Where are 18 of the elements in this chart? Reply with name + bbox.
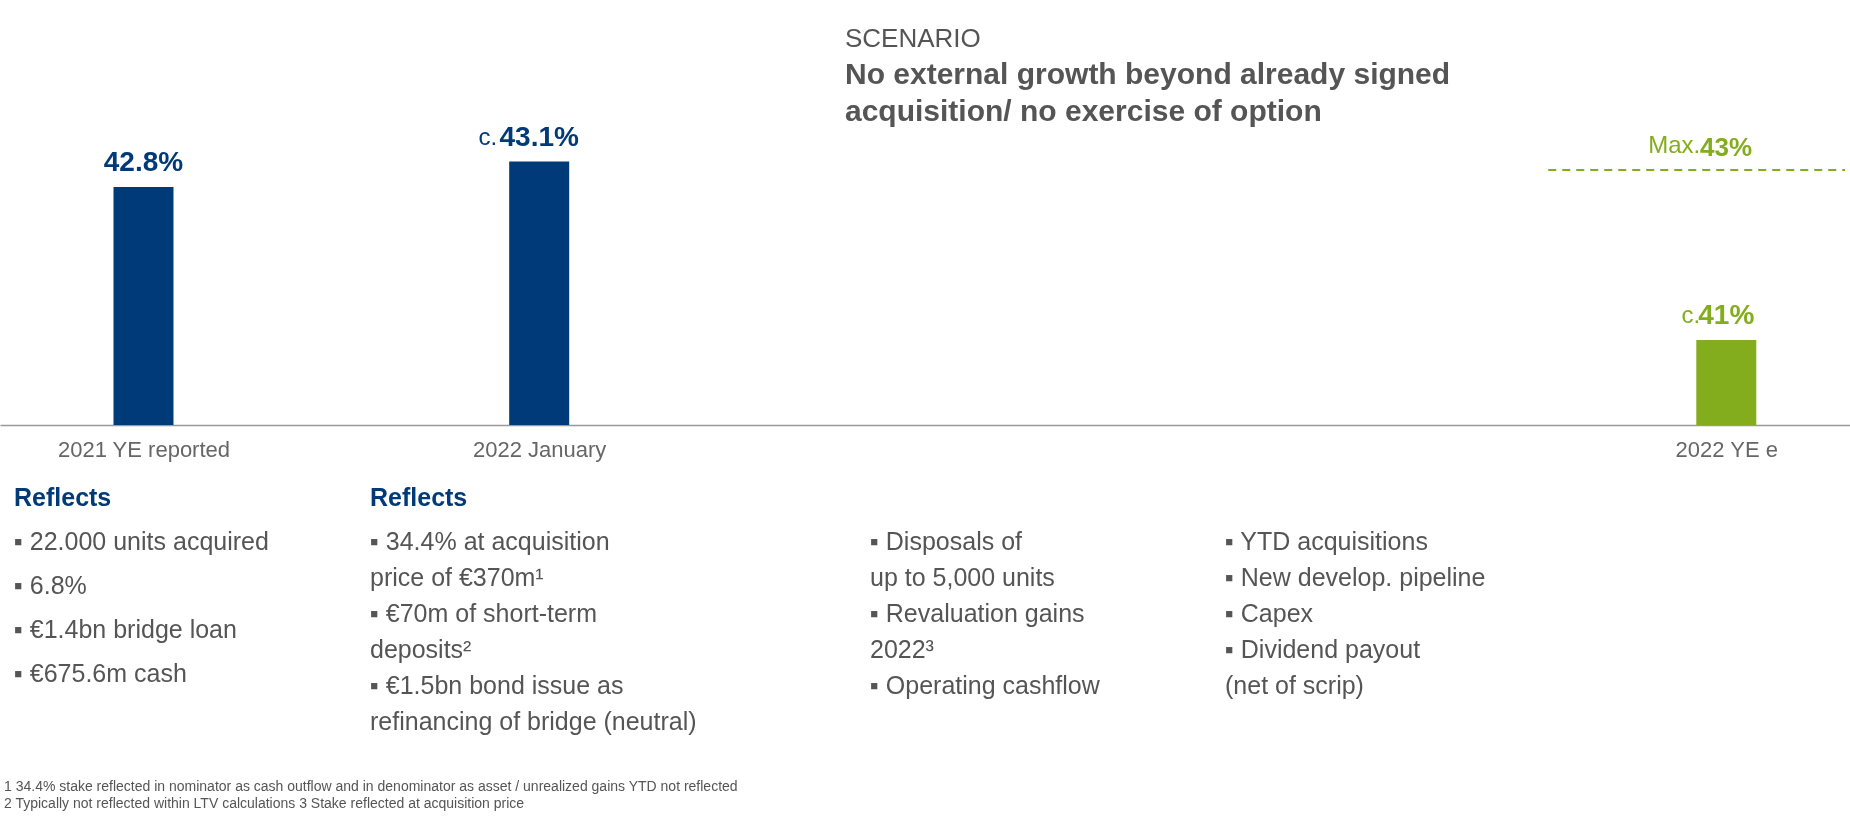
annotation: SCENARIO <box>845 23 981 53</box>
text: ▪ 22.000 units acquired ▪ 6.8% ▪ €1.4bn bridge loan ▪ €675.6m cash <box>14 527 269 687</box>
text: ▪ YTD acquisitions ▪ New develop. pipeline ▪ Capex ▪ Dividend payout (net of scrip) <box>1225 527 1486 699</box>
x-tick-label: 2021 YE reported <box>57 436 231 462</box>
text: ▪ Disposals of up to 5,000 units ▪ Revaluation gains 2022³ ▪ Operating cashflow <box>870 527 1101 699</box>
annotation: c. <box>478 122 498 150</box>
text: Reflects <box>14 483 112 511</box>
annotation: No external growth beyond already signed acquisition/ no exercise of option <box>845 57 1451 127</box>
text: Reflects <box>370 483 468 511</box>
data-label: 43.1% <box>499 120 579 152</box>
annotation: Max. <box>1648 131 1701 158</box>
text: ▪ 34.4% at acquisition price of €370m¹ ▪ €70m of short-term deposits² ▪ €1.5bn bond issue as refinancing of bridge (neutral) <box>370 527 697 735</box>
x-tick-label: 2022 YE e <box>1675 436 1778 462</box>
text: 2 Typically not reflected within LTV calculations 3 Stake reflected at acquisition price <box>4 795 525 811</box>
ref-line-label: 43% <box>1700 132 1753 162</box>
data-label: 42.8% <box>103 146 184 177</box>
text: 1 34.4% stake reflected in nominator as cash outflow and in denominator as asset / unrealized gains YTD not reflected <box>4 778 738 794</box>
x-tick-label: 2022 January <box>473 436 607 462</box>
